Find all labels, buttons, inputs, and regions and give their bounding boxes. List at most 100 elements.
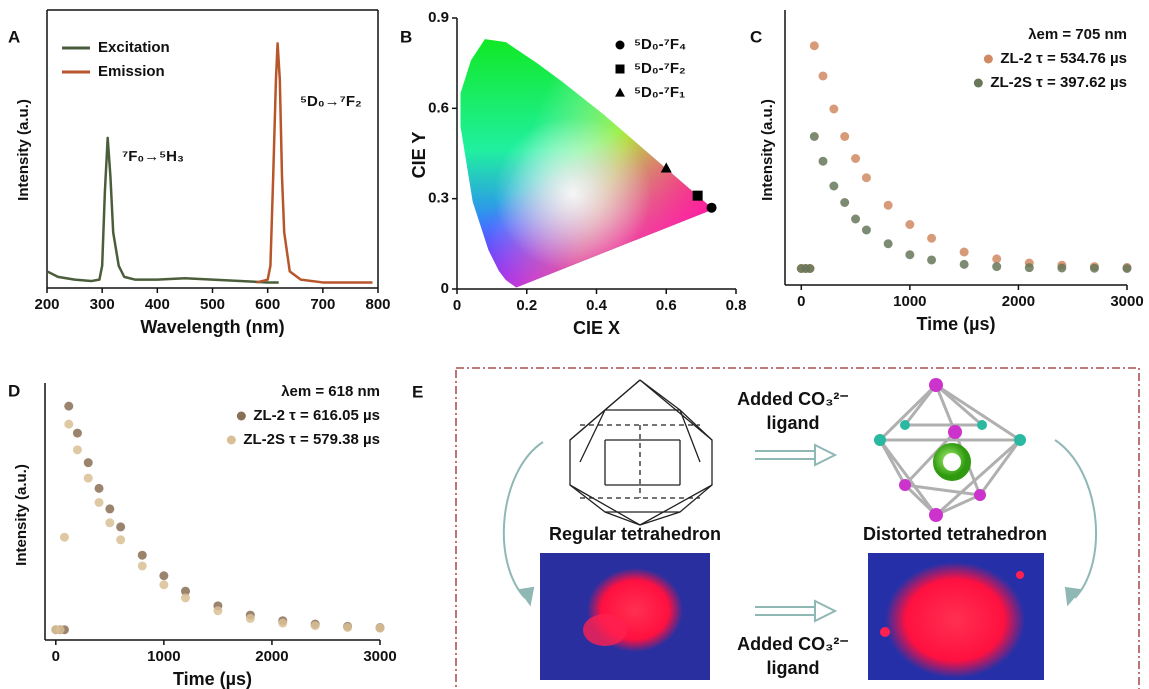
legend-marker: [226, 435, 236, 445]
arrow-label: ligand: [767, 413, 820, 433]
data-point: [905, 220, 915, 229]
y-axis-title: Intensity (a.u.): [759, 99, 776, 201]
data-point: [905, 250, 915, 260]
legend-marker: [983, 54, 993, 64]
data-point: [818, 71, 828, 81]
data-point: [55, 625, 65, 635]
x-tick-label: 0: [797, 293, 805, 310]
y-axis-title: CIE Y: [409, 132, 429, 179]
data-point: [64, 419, 74, 429]
x-tick-label: 3000: [363, 648, 396, 665]
data-point: [861, 173, 871, 183]
arrow-label: Added CO₃²⁻: [737, 389, 849, 409]
legend-label: ZL-2S τ = 397.62 µs: [990, 74, 1127, 91]
legend-label: ⁵D₀-⁷F₁: [634, 84, 685, 101]
data-point: [245, 613, 255, 623]
x-tick-label: 400: [145, 296, 170, 313]
x-tick-label: 2000: [255, 648, 288, 665]
x-tick-label: 2000: [1002, 293, 1035, 310]
data-point: [64, 401, 74, 411]
data-point: [706, 202, 717, 213]
x-axis-title: CIE X: [573, 318, 620, 338]
data-point: [1122, 264, 1132, 273]
data-point: [105, 504, 115, 514]
data-point: [992, 262, 1002, 272]
y-tick-label: 0.6: [428, 99, 449, 116]
data-point: [861, 225, 871, 235]
x-tick-label: 500: [200, 296, 225, 313]
data-point: [1057, 263, 1067, 273]
data-point: [116, 522, 126, 532]
x-tick-label: 700: [310, 296, 335, 313]
data-point: [851, 214, 861, 224]
panel-e: E: [412, 367, 1140, 689]
data-point: [72, 428, 82, 438]
x-tick-label: 0: [453, 297, 461, 314]
legend-marker: [615, 87, 625, 97]
data-point: [851, 154, 861, 163]
data-point: [927, 233, 937, 243]
y-tick-label: 0: [441, 280, 449, 297]
data-point: [105, 518, 115, 528]
data-point: [959, 247, 969, 257]
data-point: [829, 104, 839, 114]
data-point: [94, 483, 104, 493]
data-point: [180, 593, 190, 603]
data-point: [137, 561, 147, 571]
photo-right: [868, 553, 1044, 680]
x-tick-label: 0.2: [516, 297, 537, 314]
x-tick-label: 300: [90, 296, 115, 313]
data-point: [818, 156, 828, 166]
annotation: λem = 705 nm: [1028, 26, 1127, 43]
data-point: [809, 41, 819, 51]
legend-marker: [615, 40, 625, 50]
panel-letter: C: [750, 27, 762, 46]
annotation: λem = 618 nm: [281, 383, 380, 400]
x-tick-label: 3000: [1110, 293, 1143, 310]
data-point: [1089, 263, 1099, 273]
data-point: [692, 190, 703, 201]
x-tick-label: 0.8: [726, 297, 747, 314]
series-line: [46, 136, 279, 284]
data-point: [94, 498, 104, 508]
distorted-polyhedron: [874, 378, 1026, 522]
arrow-label: ligand: [767, 658, 820, 678]
x-axis-title: Time (µs): [173, 669, 252, 689]
data-point: [959, 259, 969, 269]
legend-label: ZL-2 τ = 616.05 µs: [253, 407, 380, 424]
regular-polyhedron: [569, 379, 713, 526]
legend-label: ⁵D₀-⁷F₂: [634, 60, 686, 77]
data-point: [278, 618, 288, 628]
y-axis-title: Intensity (a.u.): [15, 99, 32, 201]
annotation: ⁷F₀→⁵H₃: [122, 148, 184, 165]
data-point: [829, 181, 839, 191]
data-point: [375, 623, 385, 633]
x-tick-label: 0.4: [586, 297, 608, 314]
data-point: [180, 586, 190, 596]
legend-marker: [615, 64, 625, 74]
x-tick-label: 0: [52, 648, 60, 665]
x-tick-label: 200: [34, 296, 59, 313]
legend-marker: [973, 78, 983, 88]
data-point: [137, 550, 147, 560]
panel-letter: E: [412, 382, 423, 401]
data-point: [72, 445, 82, 455]
data-point: [883, 200, 893, 210]
legend-label: ZL-2S τ = 579.38 µs: [243, 431, 380, 448]
y-axis-title: Intensity (a.u.): [13, 464, 30, 566]
data-point: [83, 458, 93, 468]
data-point: [840, 132, 850, 141]
x-tick-label: 0.6: [656, 297, 677, 314]
right-label: Distorted tetrahedron: [863, 524, 1047, 544]
panel-border: [455, 367, 1140, 689]
data-point: [840, 198, 850, 207]
data-point: [159, 580, 169, 590]
data-point: [159, 571, 169, 581]
legend-marker: [236, 411, 246, 421]
data-point: [343, 622, 353, 632]
data-point: [83, 473, 93, 483]
data-point: [660, 162, 672, 173]
x-axis-title: Wavelength (nm): [140, 317, 284, 337]
annotation: ⁵D₀→⁷F₂: [300, 93, 362, 110]
